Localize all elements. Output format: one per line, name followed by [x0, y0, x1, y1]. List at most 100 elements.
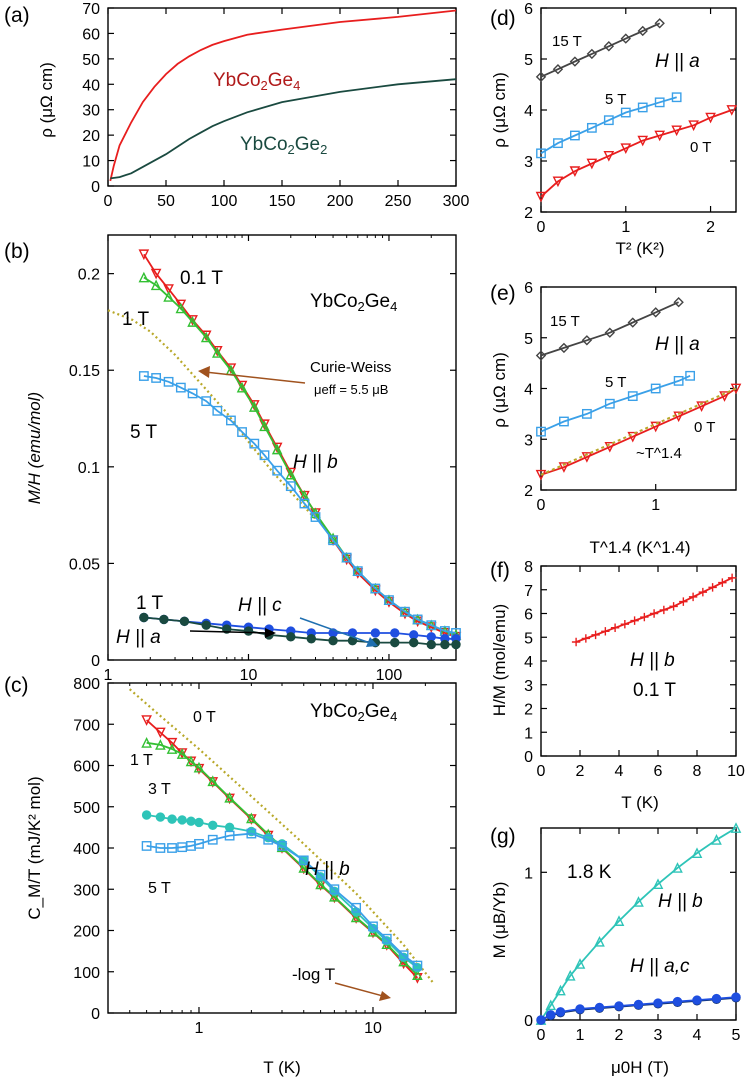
data-point-g-0 — [672, 862, 683, 873]
panel-label-b: (b) — [4, 240, 30, 263]
panel-e: (e) 0 1 2 3 4 5 6 ρ (μΩ cm) T^1.4 (K^1.4) 15 T… — [490, 280, 742, 557]
data-point-e-2 — [719, 391, 730, 402]
data-point-b-3 — [409, 630, 419, 640]
y-tick-label: 0 — [524, 1013, 533, 1030]
data-point-g-2 — [555, 1007, 566, 1017]
data-point-b-4 — [243, 626, 254, 636]
field-label-c: H || c — [238, 595, 282, 616]
data-point-b-1 — [248, 401, 260, 412]
data-point-c-2 — [177, 815, 187, 825]
data-point-f-0 — [640, 612, 649, 622]
data-point-b-0 — [175, 299, 187, 311]
data-point-b-4 — [306, 634, 317, 644]
marks-b — [107, 249, 462, 650]
data-point-c-1 — [315, 878, 326, 890]
y-tick-label: 4 — [524, 103, 533, 120]
series-line-e-2 — [540, 387, 737, 476]
panel-label-e: (e) — [490, 282, 516, 305]
data-point-g-0 — [555, 984, 566, 996]
series-line-a-1 — [110, 78, 457, 180]
data-point-b-2 — [249, 438, 260, 449]
data-point-e-1 — [685, 370, 696, 381]
data-point-g-2 — [536, 1015, 546, 1025]
label-part: 2 — [358, 709, 365, 724]
arrow-c — [299, 617, 371, 644]
y-tick-label: 60 — [82, 26, 100, 43]
field-value-f: 0.1 T — [633, 680, 676, 701]
series-line-c-1 — [146, 741, 419, 976]
field-label-e: H || a — [655, 334, 700, 355]
y-tick-label: 6 — [524, 1, 533, 18]
compound-label-c: YbCo2Ge4 — [310, 701, 397, 724]
data-point-b-2 — [384, 595, 394, 606]
data-point-b-2 — [259, 450, 270, 461]
data-point-f-0 — [630, 616, 639, 625]
data-point-d-1 — [536, 148, 546, 159]
series-line-g-0 — [540, 827, 737, 1021]
data-point-d-1 — [637, 102, 648, 113]
data-point-b-2 — [237, 427, 247, 437]
data-point-c-1 — [207, 775, 219, 787]
temperature-label-g: 1.8 K — [567, 862, 612, 883]
data-point-c-1 — [193, 761, 205, 773]
data-point-c-0 — [141, 715, 152, 726]
data-point-c-2 — [167, 814, 177, 824]
field-label-g-ac: H || a,c — [630, 956, 690, 977]
y-tick-label: 0.15 — [69, 363, 100, 380]
legend-label-d-0T: 0 T — [690, 139, 711, 156]
ticks-e: 0 1 2 3 4 5 6 — [524, 280, 736, 514]
data-point-d-2 — [726, 105, 738, 116]
y-tick-label: 1 — [524, 865, 533, 882]
data-point-c-3 — [398, 950, 409, 961]
data-point-f-0 — [581, 634, 591, 643]
data-point-c-3 — [351, 902, 362, 913]
data-point-c-1 — [166, 743, 178, 754]
data-point-e-1 — [650, 383, 661, 394]
series-line-d-1 — [540, 96, 677, 155]
fit-label-e: ~T^1.4 — [636, 445, 682, 462]
data-point-d-1 — [620, 107, 631, 118]
cw-mu-label: μeff = 5.5 μB — [314, 382, 388, 397]
data-point-b-1 — [211, 347, 223, 358]
data-point-b-1 — [138, 271, 150, 283]
x-tick-label: 10 — [240, 667, 258, 684]
data-point-g-0 — [711, 834, 722, 845]
data-point-g-2 — [672, 996, 683, 1007]
cw-arrow — [204, 371, 306, 384]
panel-label-g: (g) — [490, 825, 516, 848]
x-tick-label: 1 — [651, 497, 660, 514]
data-point-e-2 — [558, 462, 570, 473]
y-tick-label: 10 — [82, 154, 100, 171]
data-point-b-4 — [159, 614, 169, 625]
data-point-b-1 — [200, 331, 212, 343]
data-point-c-1 — [350, 911, 362, 923]
data-point-e-2 — [581, 452, 593, 463]
field-label-d: H || a — [655, 51, 700, 72]
data-point-c-1 — [412, 969, 423, 980]
data-point-b-1 — [175, 302, 187, 314]
label-part: 2 — [320, 142, 327, 157]
series-line-c-2 — [146, 814, 418, 969]
fit-label-c: -log T — [292, 965, 335, 984]
data-point-c-2 — [224, 822, 235, 833]
data-point-b-1 — [150, 279, 162, 291]
data-point-e-1 — [536, 426, 546, 437]
data-point-e-2 — [650, 421, 662, 433]
series-line-b-0 — [143, 253, 457, 638]
data-point-b-2 — [212, 405, 223, 416]
legend-label-c-0T: 0 T — [193, 709, 216, 726]
data-point-b-2 — [426, 620, 437, 631]
series-label-ycg4: YbCo2Ge4 — [213, 70, 300, 93]
legend-label-d-5T: 5 T — [605, 91, 626, 108]
data-point-b-3 — [426, 632, 436, 642]
label-part: 2 — [288, 142, 295, 157]
data-point-c-3 — [298, 855, 309, 866]
legend-label-e-0T: 0 T — [694, 419, 715, 436]
data-point-d-2 — [586, 158, 598, 170]
data-point-e-2 — [627, 431, 639, 443]
data-point-f-0 — [610, 623, 620, 632]
x-axis-label-g: μ0H (T) — [611, 1058, 669, 1077]
